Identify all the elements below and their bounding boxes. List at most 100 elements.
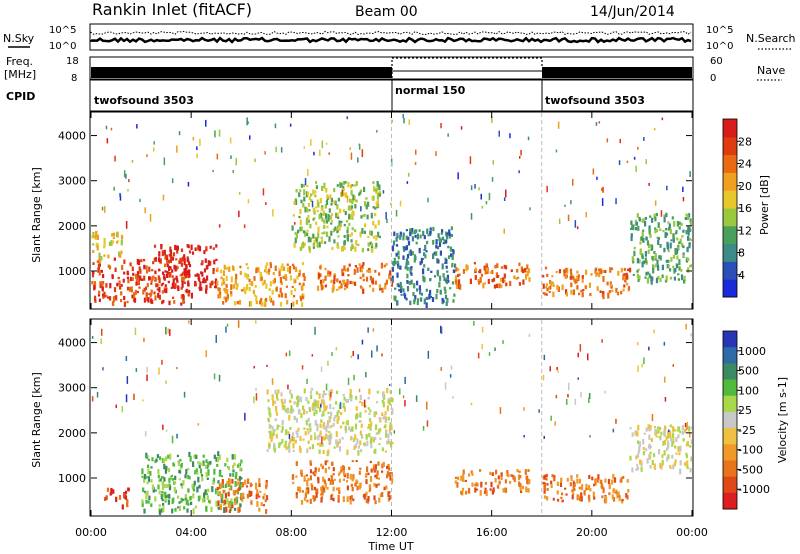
rti-cell [689, 265, 692, 268]
rti-cell [627, 268, 630, 272]
rti-cell [516, 469, 519, 473]
rti-cell [187, 489, 190, 493]
rti-cell [581, 484, 584, 491]
rti-cell [322, 210, 326, 215]
rti-cell [321, 239, 324, 244]
rti-cell [548, 291, 551, 293]
rti-cell [619, 138, 621, 144]
rti-cell [154, 295, 157, 301]
rti-cell [311, 354, 314, 357]
rti-cell [291, 436, 293, 442]
rti-cell [317, 400, 320, 404]
rti-cell [523, 407, 525, 411]
rti-cell [91, 396, 94, 402]
rti-cell [635, 226, 638, 231]
rti-cell [171, 269, 174, 273]
rti-cell [544, 266, 548, 270]
rti-cell [577, 352, 579, 358]
rti-cell [285, 285, 288, 288]
rti-cell [319, 423, 322, 428]
rti-cell [176, 367, 178, 370]
rti-cell [477, 352, 480, 359]
rti-cell [307, 219, 310, 223]
rti-cell [580, 496, 583, 502]
rti-cell [188, 289, 191, 294]
rti-cell [276, 398, 279, 401]
rti-cell [439, 238, 442, 243]
power-ylabel: Slant Range [km] [30, 167, 43, 263]
rti-cell [218, 454, 221, 460]
rti-cell [615, 491, 618, 494]
rti-cell [679, 430, 682, 434]
rti-cell [265, 495, 269, 501]
rti-cell [383, 264, 386, 268]
rti-cell [456, 274, 460, 278]
rti-cell [162, 299, 165, 304]
rti-cell [121, 234, 124, 240]
rti-cell [320, 492, 323, 496]
rti-cell [198, 277, 201, 282]
rti-cell [208, 500, 211, 503]
rti-cell [136, 258, 139, 265]
rti-cell [497, 475, 500, 480]
rti-cell [125, 173, 127, 179]
rti-cell [246, 266, 250, 270]
rti-cell [499, 407, 502, 414]
rti-cell [268, 288, 271, 291]
rti-cell [221, 493, 224, 499]
rti-cell [239, 467, 242, 472]
rti-cell [183, 506, 186, 510]
rti-cell [317, 467, 320, 472]
rti-cell [497, 484, 500, 489]
rti-cell [150, 479, 153, 483]
rti-cell [165, 257, 169, 261]
rti-cell [219, 269, 223, 274]
rti-cell [355, 406, 358, 411]
rti-cell [171, 275, 174, 278]
rti-cell [523, 435, 525, 438]
rti-cell [281, 439, 284, 444]
rti-cell [196, 273, 199, 277]
rti-cell [187, 274, 190, 279]
rti-cell [150, 292, 153, 296]
rti-cell [316, 442, 319, 446]
rti-cell [226, 498, 229, 502]
rti-cell [402, 248, 406, 252]
rti-cell [309, 427, 312, 432]
rti-cell [446, 235, 449, 240]
rti-cell [138, 286, 141, 289]
rti-cell [649, 445, 652, 449]
rti-cell [231, 454, 234, 460]
rti-cell [128, 287, 132, 292]
rti-cell [659, 426, 662, 431]
rti-cell [639, 248, 642, 253]
rti-cell [631, 256, 634, 262]
rti-cell [197, 495, 200, 502]
rti-cell [375, 187, 378, 194]
rti-cell [126, 502, 129, 507]
rti-cell [572, 275, 575, 280]
rti-cell [339, 181, 342, 186]
rti-cell [359, 394, 362, 400]
rti-cell [407, 261, 410, 265]
rti-cell [236, 283, 239, 288]
rti-cell [465, 267, 468, 272]
rti-cell [345, 421, 348, 425]
rti-cell [576, 275, 579, 281]
rti-cell [413, 299, 416, 305]
rti-cell [194, 274, 197, 277]
rti-cell [682, 186, 684, 192]
rti-cell [636, 464, 639, 467]
rti-cell [327, 216, 330, 222]
rti-cell [310, 199, 313, 202]
rti-cell [230, 276, 233, 283]
rti-cell [651, 460, 654, 465]
rti-cell [358, 192, 361, 196]
rti-cell [653, 453, 656, 458]
rti-cell [172, 462, 175, 466]
rti-cell [174, 507, 177, 512]
rti-cell [268, 444, 271, 449]
rti-cell [179, 458, 182, 462]
rti-cell [461, 487, 465, 491]
rti-cell [352, 498, 355, 502]
